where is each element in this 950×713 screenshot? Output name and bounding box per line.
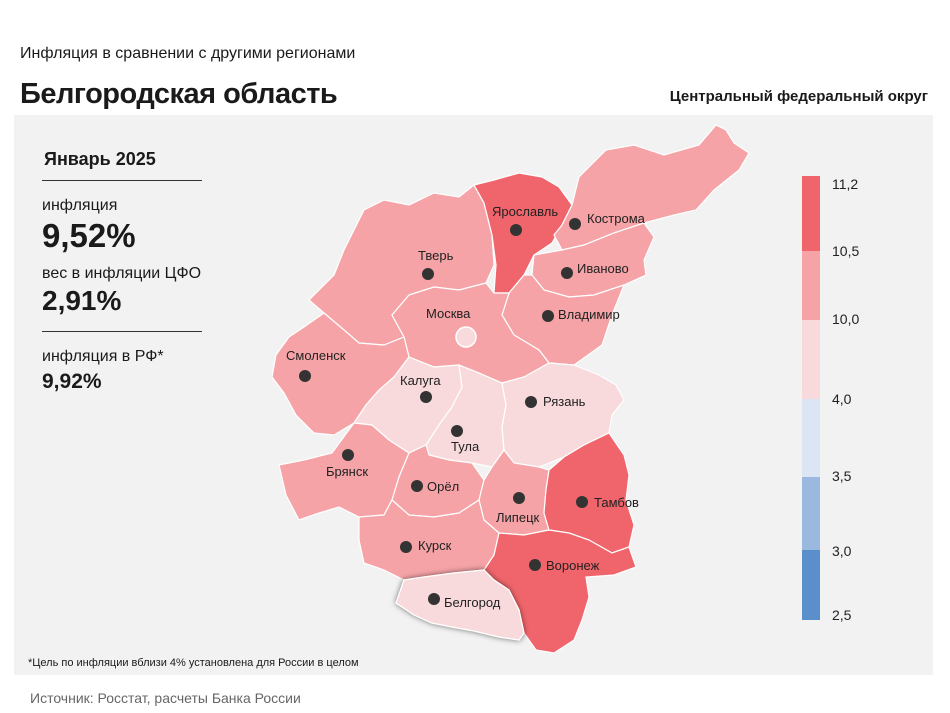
- russia-inflation-value: 9,92%: [42, 370, 102, 393]
- legend-band: [802, 251, 820, 320]
- city-marker-tambov: [576, 496, 588, 508]
- city-label-bryansk: Брянск: [326, 464, 368, 479]
- city-markers: [299, 218, 588, 605]
- city-marker-bryansk: [342, 449, 354, 461]
- inflation-label: инфляция: [42, 197, 118, 214]
- city-label-ivanovo: Иваново: [577, 261, 629, 276]
- city-label-kursk: Курск: [418, 538, 452, 553]
- legend-tick: 3,0: [832, 543, 852, 559]
- city-label-ryazan: Рязань: [543, 394, 586, 409]
- city-marker-ryazan: [525, 396, 537, 408]
- city-label-tver: Тверь: [418, 248, 454, 263]
- city-marker-tver: [422, 268, 434, 280]
- city-label-yaroslavl: Ярославль: [492, 204, 558, 219]
- city-marker-belgorod: [428, 593, 440, 605]
- legend-tick: 11,2: [832, 176, 858, 192]
- city-marker-vladimir: [542, 310, 554, 322]
- legend-band: [802, 176, 820, 251]
- region-bryansk[interactable]: [278, 422, 410, 521]
- city-label-moscow: Москва: [426, 306, 471, 321]
- stats-block: Январь 2025 инфляция 9,52% вес в инфляци…: [42, 145, 202, 394]
- divider: [42, 180, 202, 181]
- period-label: Январь 2025: [44, 149, 156, 169]
- city-label-kaluga: Калуга: [400, 373, 441, 388]
- city-marker-kaluga: [420, 391, 432, 403]
- legend-tick: 2,5: [832, 607, 852, 623]
- source-label: Источник: Росстат, расчеты Банка России: [30, 690, 301, 706]
- city-marker-tula: [451, 425, 463, 437]
- legend-band: [802, 550, 820, 620]
- city-marker-oryol: [411, 480, 423, 492]
- divider: [42, 331, 202, 332]
- city-marker-voronezh: [529, 559, 541, 571]
- city-label-smolensk: Смоленск: [286, 348, 346, 363]
- map-panel: Тверь Ярославль Кострома Иваново Владими…: [14, 115, 933, 675]
- region-yaroslavl[interactable]: [473, 172, 573, 294]
- legend-tick: 10,5: [832, 243, 859, 259]
- subtitle: Инфляция в сравнении с другими регионами: [20, 45, 356, 62]
- city-marker-kursk: [400, 541, 412, 553]
- legend-tick: 4,0: [832, 391, 852, 407]
- city-label-tambov: Тамбов: [594, 495, 639, 510]
- district-label: Центральный федеральный округ: [669, 88, 928, 105]
- legend-tick: 3,5: [832, 468, 852, 484]
- region-kostroma[interactable]: [553, 124, 750, 251]
- city-marker-kostroma: [569, 218, 581, 230]
- page-title: Белгородская область: [20, 78, 338, 110]
- city-marker-ivanovo: [561, 267, 573, 279]
- region-belgorod[interactable]: [395, 569, 525, 641]
- region-tambov[interactable]: [543, 432, 635, 554]
- inflation-value: 9,52%: [42, 217, 136, 254]
- region-map: Тверь Ярославль Кострома Иваново Владими…: [271, 124, 750, 654]
- footnote: *Цель по инфляции вблизи 4% установлена …: [28, 657, 359, 669]
- city-label-tula: Тула: [451, 439, 480, 454]
- legend-tick: 10,0: [832, 311, 859, 327]
- legend-band: [802, 399, 820, 477]
- city-label-kostroma: Кострома: [587, 211, 646, 226]
- city-marker-smolensk: [299, 370, 311, 382]
- city-marker-lipetsk: [513, 492, 525, 504]
- legend-band: [802, 320, 820, 399]
- city-label-vladimir: Владимир: [558, 307, 620, 322]
- city-label-voronezh: Воронеж: [546, 558, 600, 573]
- color-legend: 11,2 10,5 10,0 4,0 3,5 3,0 2,5: [802, 176, 859, 623]
- moscow-marker: [455, 326, 477, 348]
- weight-label: вес в инфляции ЦФО: [42, 265, 202, 282]
- russia-inflation-label: инфляция в РФ*: [42, 348, 164, 365]
- weight-value: 2,91%: [42, 285, 122, 316]
- city-label-belgorod: Белгород: [444, 595, 501, 610]
- city-marker-yaroslavl: [510, 224, 522, 236]
- city-label-lipetsk: Липецк: [496, 510, 540, 525]
- city-label-oryol: Орёл: [427, 479, 459, 494]
- legend-band: [802, 477, 820, 550]
